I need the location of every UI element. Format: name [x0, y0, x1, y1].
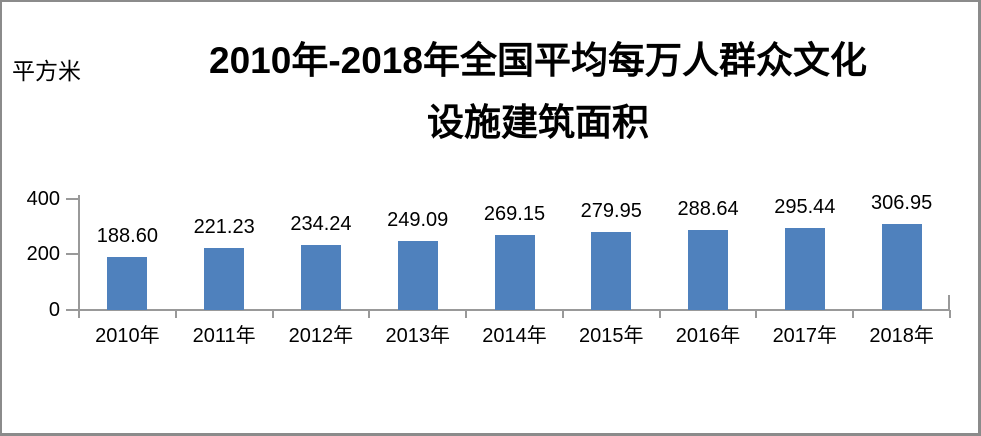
bar: [107, 257, 148, 310]
x-axis-line: [79, 309, 950, 311]
x-axis-tick-mark: [78, 310, 80, 318]
bar-value-label: 188.60: [96, 225, 158, 248]
x-axis-tick-mark: [561, 310, 564, 318]
bar-value-label: 249.09: [387, 208, 449, 231]
bar: [494, 234, 535, 310]
y-axis-tick-mark: [66, 309, 79, 311]
x-axis-tick-mark: [465, 310, 468, 318]
bar-value-label: 295.44: [774, 195, 836, 218]
bar-value-label: 279.95: [580, 199, 642, 222]
x-axis-tick-mark: [755, 310, 758, 318]
bar-value-label: 221.23: [193, 216, 255, 239]
x-axis-tick-mark: [271, 310, 274, 318]
bar: [881, 224, 922, 310]
bar-value-label: 234.24: [290, 212, 352, 235]
bar: [591, 231, 632, 310]
bar: [784, 227, 825, 310]
y-axis-tick-label: 0: [48, 299, 60, 321]
x-axis-category-label: 2012年: [288, 325, 354, 347]
bar: [397, 240, 438, 310]
x-axis-category-label: 2014年: [482, 325, 547, 347]
x-axis-category-label: 2015年: [579, 325, 644, 347]
chart-title-line2: 设施建筑面积: [427, 102, 649, 143]
y-axis-tick-label: 200: [26, 243, 60, 266]
x-axis-tick-mark: [658, 310, 661, 318]
y-axis-tick-label: 400: [26, 187, 60, 210]
y-axis-line: [78, 195, 80, 312]
x-axis-tick-mark: [368, 310, 371, 318]
bar: [204, 248, 245, 310]
x-axis-category-label: 2013年: [385, 325, 450, 347]
chart-title-line1: 2010年-2018年全国平均每万人群众文化: [209, 40, 867, 81]
x-axis-tick-mark: [949, 310, 951, 318]
y-axis-tick-mark: [66, 197, 79, 200]
y-axis-tick-mark: [66, 253, 79, 256]
x-axis-category-label: 2011年: [192, 325, 256, 347]
bar-value-label: 306.95: [871, 192, 933, 215]
bar-value-label: 269.15: [483, 202, 546, 225]
x-axis-category-label: 2016年: [675, 325, 741, 347]
chart-title: 2010年-2018年全国平均每万人群众文化 设施建筑面积: [96, 30, 978, 154]
y-axis-unit-label: 平方米: [12, 58, 81, 84]
x-axis-end-tick: [948, 295, 950, 310]
bar: [688, 229, 729, 310]
x-axis-tick-mark: [852, 310, 855, 318]
bar-value-label: 288.64: [677, 197, 739, 220]
x-axis-category-label: 2017年: [772, 325, 838, 347]
x-axis-category-label: 2018年: [869, 325, 934, 347]
bar: [300, 244, 341, 310]
x-axis-category-label: 2010年: [95, 325, 160, 347]
x-axis-tick-mark: [174, 310, 177, 318]
